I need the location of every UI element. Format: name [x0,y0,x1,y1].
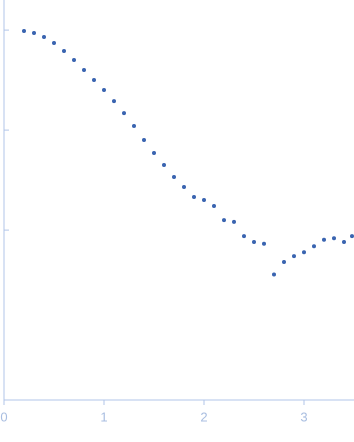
x-tick-label: 2 [200,409,207,424]
x-tick-label: 1 [100,409,107,424]
point [82,68,86,73]
point [172,174,176,179]
point [342,240,346,245]
point [42,35,46,40]
point [102,87,106,92]
point [252,240,256,245]
point [232,219,236,224]
point [292,254,296,259]
point [112,99,116,104]
point [132,123,136,128]
point [322,237,326,242]
point [142,138,146,143]
point [162,162,166,167]
point [222,218,226,223]
point [272,272,276,277]
point [72,58,76,63]
point [312,244,316,249]
x-tick-label: 3 [300,409,307,424]
point [242,234,246,239]
point [192,195,196,200]
point [122,111,126,116]
point [302,250,306,255]
point [262,241,266,246]
x-tick-label: 0 [0,409,7,424]
point [282,259,286,264]
point [92,77,96,82]
point [22,28,26,33]
point [202,198,206,202]
point [182,184,186,189]
point [152,151,156,156]
point [32,31,36,36]
point [332,236,336,241]
point [212,204,216,209]
point [52,41,56,46]
point [62,49,66,54]
point [350,234,354,239]
